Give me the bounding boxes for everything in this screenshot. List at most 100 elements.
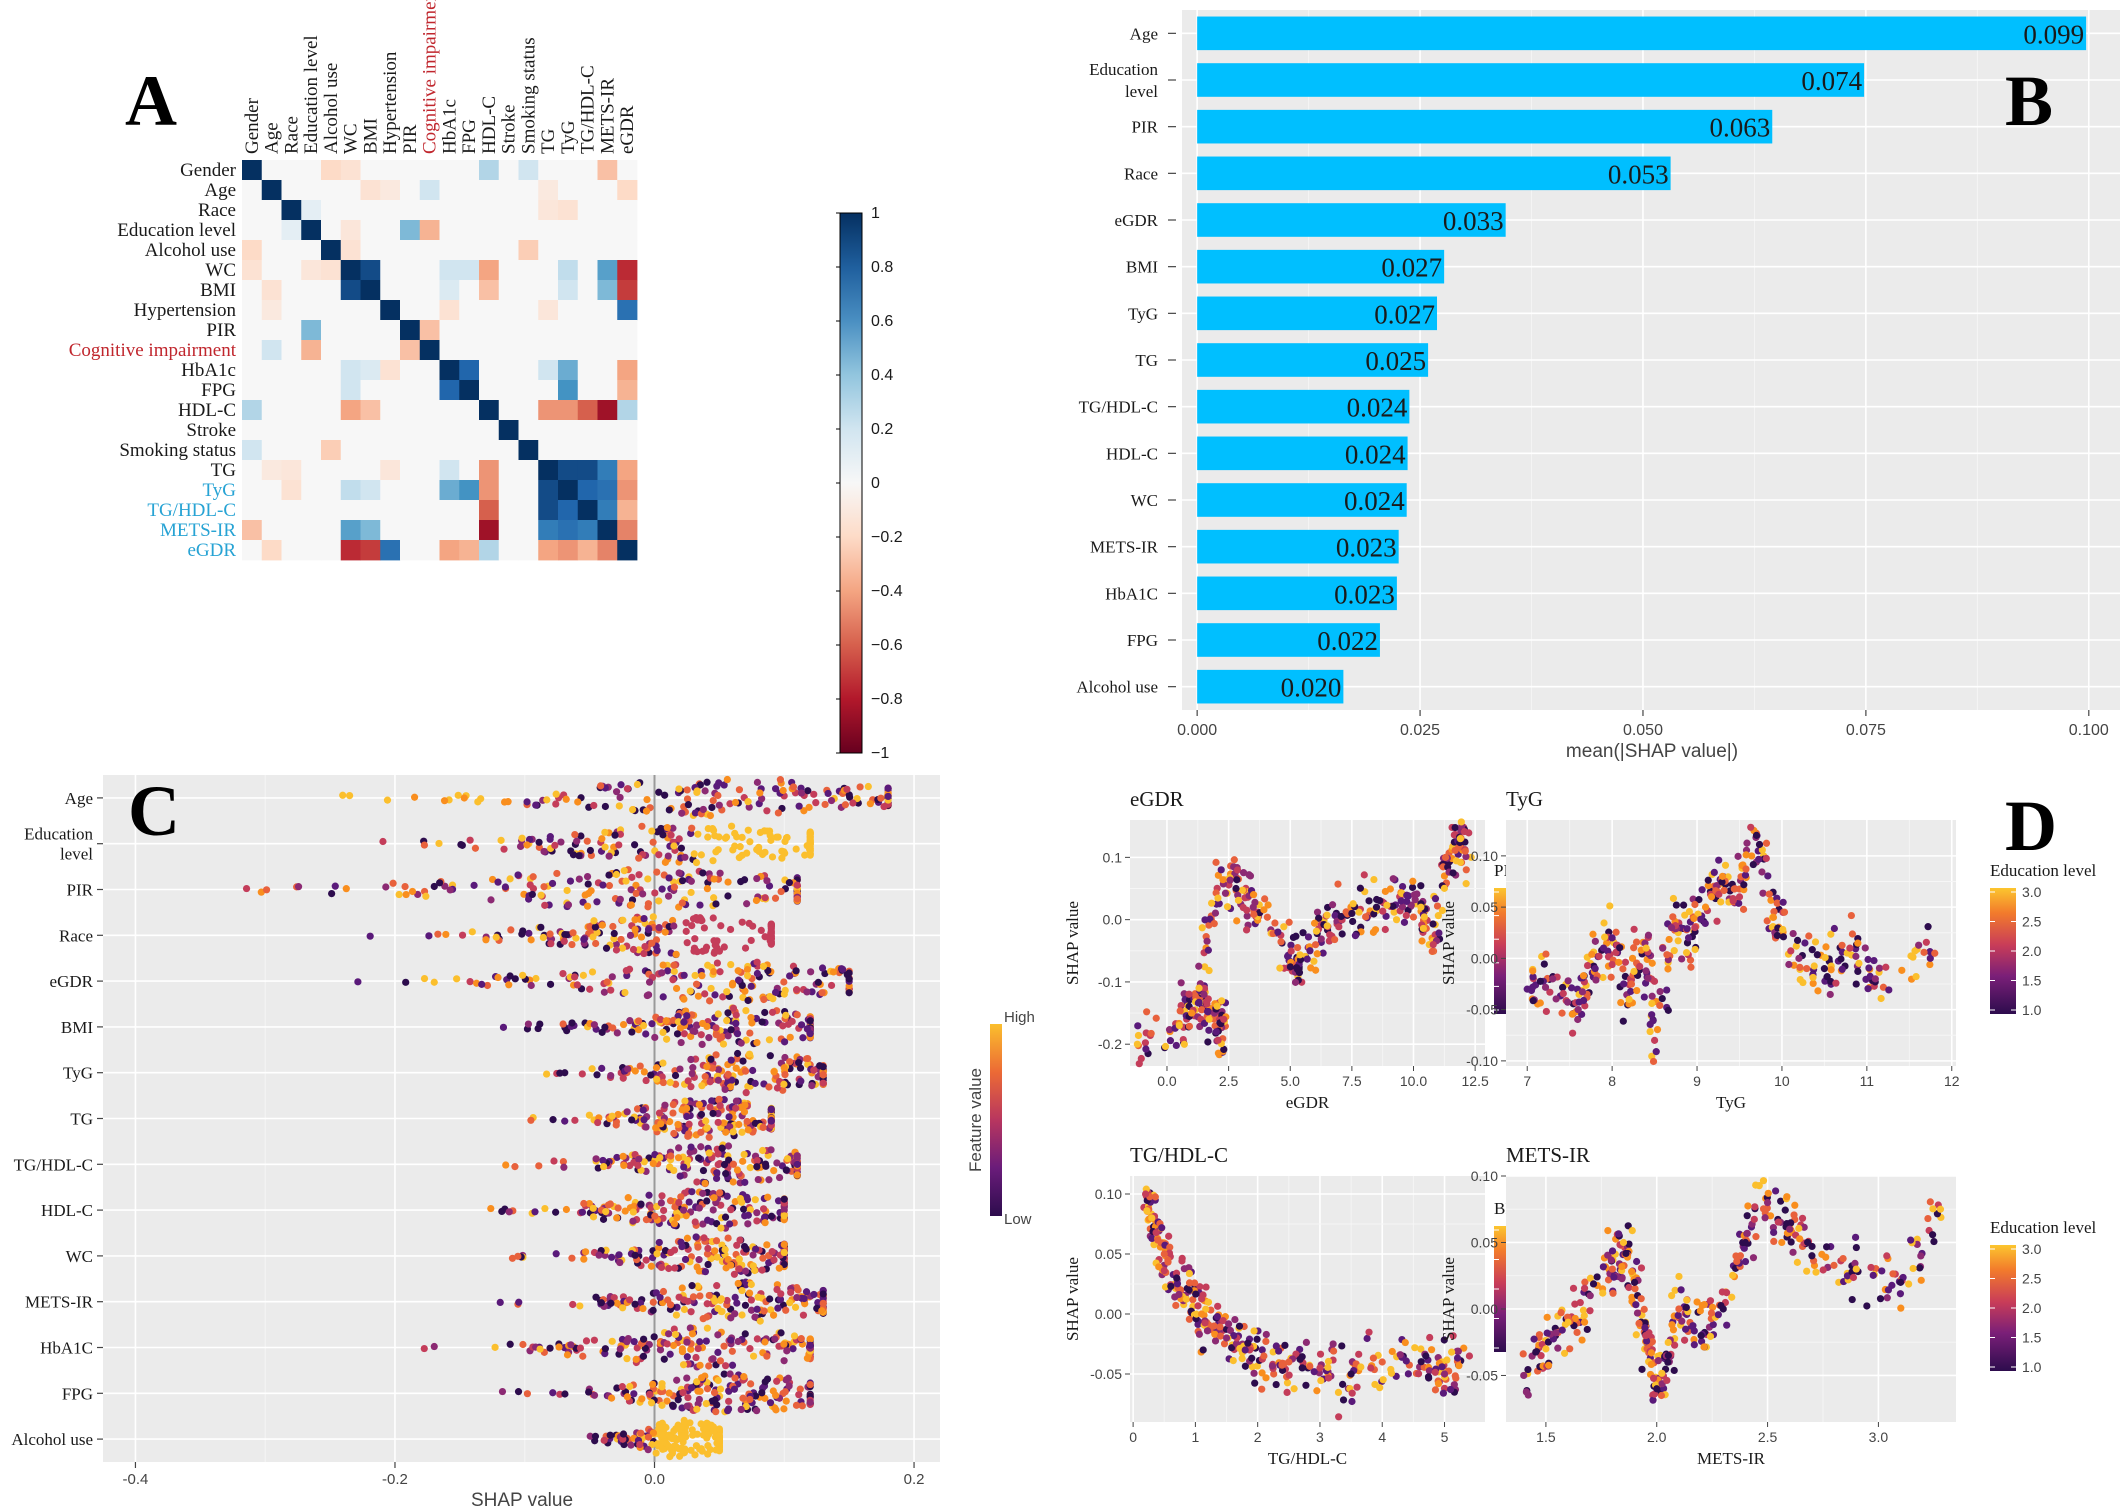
dependence-point bbox=[1253, 1335, 1261, 1343]
dependence-point bbox=[1810, 962, 1818, 970]
swarm-point bbox=[722, 1170, 730, 1178]
swarm-point bbox=[579, 971, 587, 979]
bar bbox=[1197, 483, 1407, 517]
swarm-point bbox=[420, 1344, 428, 1353]
dependence-point bbox=[1379, 1376, 1387, 1384]
swarm-point bbox=[767, 940, 775, 948]
swarm-point bbox=[346, 791, 354, 800]
dependence-point bbox=[1160, 1250, 1168, 1258]
swarm-point bbox=[680, 1449, 689, 1457]
heatmap-cell bbox=[558, 460, 579, 481]
heatmap-cell bbox=[558, 320, 579, 341]
swarm-point bbox=[807, 968, 815, 976]
heatmap-cell bbox=[380, 440, 401, 461]
dependence-point bbox=[1618, 1275, 1626, 1283]
dependence-point bbox=[1747, 823, 1755, 831]
dependence-point bbox=[1194, 1320, 1202, 1329]
swarm-point bbox=[693, 1378, 701, 1386]
heatmap-cell bbox=[321, 440, 342, 461]
heatmap-cell bbox=[301, 200, 322, 221]
swarm-point bbox=[647, 1203, 655, 1212]
swarm-point bbox=[693, 1430, 701, 1438]
swarm-point bbox=[694, 830, 702, 838]
heatmap-cell bbox=[400, 420, 421, 441]
dependence-point bbox=[1196, 1283, 1204, 1291]
heatmap-cell bbox=[380, 460, 401, 481]
dependence-point bbox=[1287, 941, 1295, 949]
dependence-point bbox=[1612, 928, 1620, 936]
bar-category-label: FPG bbox=[1127, 631, 1158, 650]
heatmap-cell bbox=[498, 160, 519, 181]
swarm-point bbox=[594, 1118, 602, 1127]
swarm-point bbox=[599, 1156, 607, 1165]
dependence-point bbox=[1787, 947, 1795, 955]
heatmap-cell bbox=[400, 480, 421, 501]
dependence-point bbox=[1698, 886, 1706, 894]
swarm-point bbox=[696, 1361, 704, 1369]
swarm-point bbox=[644, 875, 652, 883]
swarm-point bbox=[546, 1344, 554, 1352]
dependence-point bbox=[1654, 1357, 1662, 1365]
swarm-point bbox=[749, 1066, 757, 1075]
dependence-point bbox=[1683, 925, 1691, 933]
swarm-point bbox=[759, 962, 768, 970]
dependence-point bbox=[1609, 1289, 1617, 1297]
dependence-point bbox=[1524, 1365, 1532, 1374]
dependence-point bbox=[1638, 1365, 1646, 1373]
dependence-point bbox=[1851, 1259, 1859, 1268]
swarm-point bbox=[720, 1342, 728, 1350]
swarm-point bbox=[673, 1213, 681, 1222]
swarm-point bbox=[741, 1267, 750, 1275]
swarm-point bbox=[572, 934, 580, 942]
dependence-y-tick-label: 0.0 bbox=[1103, 912, 1123, 928]
dependence-point bbox=[1387, 1369, 1396, 1377]
heatmap-cell bbox=[617, 520, 638, 541]
swarm-point bbox=[598, 835, 606, 843]
dependence-point bbox=[1453, 1354, 1462, 1362]
dependence-point bbox=[1324, 1374, 1333, 1382]
dependence-point bbox=[1798, 1214, 1807, 1222]
dependence-point bbox=[1571, 1314, 1579, 1323]
swarm-point bbox=[696, 901, 704, 909]
swarm-point bbox=[491, 1343, 499, 1351]
swarm-point bbox=[792, 967, 800, 975]
swarm-point bbox=[738, 1286, 746, 1295]
swarm-point bbox=[573, 981, 581, 989]
dependence-point bbox=[1640, 1305, 1648, 1313]
swarm-point bbox=[710, 1389, 719, 1397]
heatmap-cell bbox=[380, 420, 401, 441]
heatmap-cell bbox=[597, 460, 618, 481]
dependence-point bbox=[1668, 1292, 1676, 1300]
swarm-point bbox=[466, 978, 474, 986]
dependence-point bbox=[1460, 827, 1469, 836]
dependence-point bbox=[1838, 941, 1846, 949]
dependence-point bbox=[1261, 895, 1269, 903]
heatmap-cell bbox=[380, 540, 401, 561]
dependence-point bbox=[1593, 1273, 1601, 1281]
swarm-point bbox=[627, 1441, 635, 1449]
swarm-point bbox=[797, 789, 806, 797]
swarm-point bbox=[546, 980, 555, 988]
swarm-point bbox=[619, 1152, 627, 1160]
swarm-point bbox=[635, 1017, 643, 1025]
swarm-feature-label: eGDR bbox=[50, 972, 94, 991]
dependence-point bbox=[1830, 1261, 1838, 1269]
heatmap-cell bbox=[459, 160, 480, 181]
swarm-point bbox=[744, 1220, 752, 1228]
heatmap-cell bbox=[360, 300, 381, 321]
heatmap-cell bbox=[340, 280, 361, 301]
heatmap-cell bbox=[538, 380, 559, 401]
heatmap-cell bbox=[261, 360, 282, 381]
swarm-point bbox=[675, 785, 683, 793]
dependence-point bbox=[1243, 906, 1251, 914]
swarm-point bbox=[619, 1304, 627, 1312]
swarm-point bbox=[735, 1120, 743, 1129]
heatmap-cell bbox=[242, 540, 263, 561]
dependence-point bbox=[1566, 1345, 1574, 1353]
dependence-point bbox=[1201, 916, 1209, 924]
dependence-point bbox=[1803, 964, 1811, 973]
heatmap-cell bbox=[261, 520, 282, 541]
dependence-point bbox=[1644, 931, 1653, 939]
heatmap-cell bbox=[321, 220, 342, 241]
